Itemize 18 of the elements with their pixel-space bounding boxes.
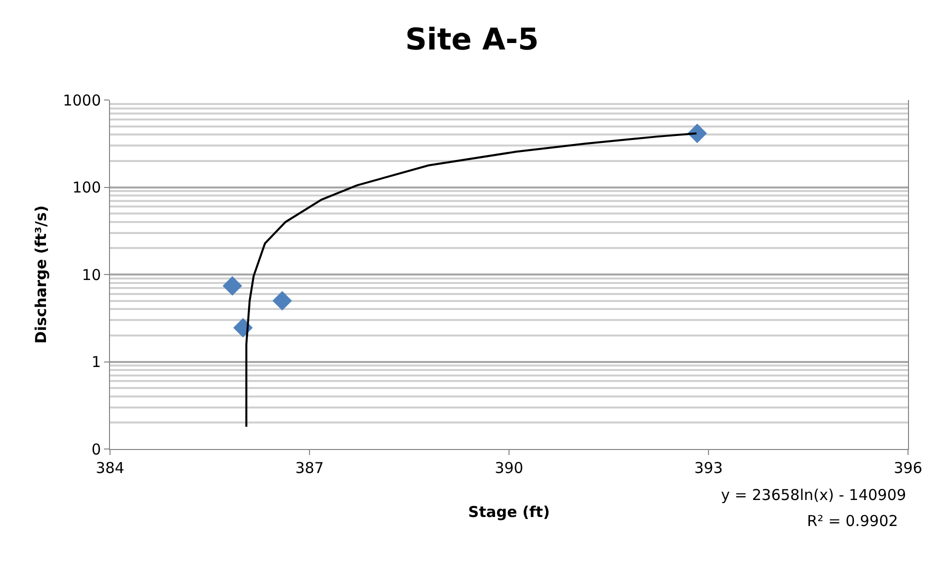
x-tick-label: 387: [295, 459, 324, 477]
y-tick-label: 1000: [62, 91, 101, 110]
y-tick-label: 1: [91, 353, 101, 371]
text: R² = 0.9902: [807, 512, 898, 530]
y-tick-label: 100: [72, 178, 101, 196]
y-tick-label: 0: [91, 440, 101, 458]
x-axis-title: Stage (ft): [468, 503, 550, 521]
y-tick-label: 10: [82, 266, 101, 284]
x-tick-label: 384: [96, 459, 124, 477]
text: y = 23658ln(x) - 140909: [721, 486, 906, 504]
x-tick-label: 393: [694, 459, 723, 477]
point: [687, 124, 707, 144]
point: [222, 276, 242, 296]
point: [272, 291, 292, 311]
x-tick-label: 396: [894, 459, 922, 477]
chart-title: Site A-5: [405, 22, 539, 58]
x-tick-label: 390: [494, 459, 524, 477]
y-axis-title: Discharge (ft³/s): [32, 205, 50, 344]
